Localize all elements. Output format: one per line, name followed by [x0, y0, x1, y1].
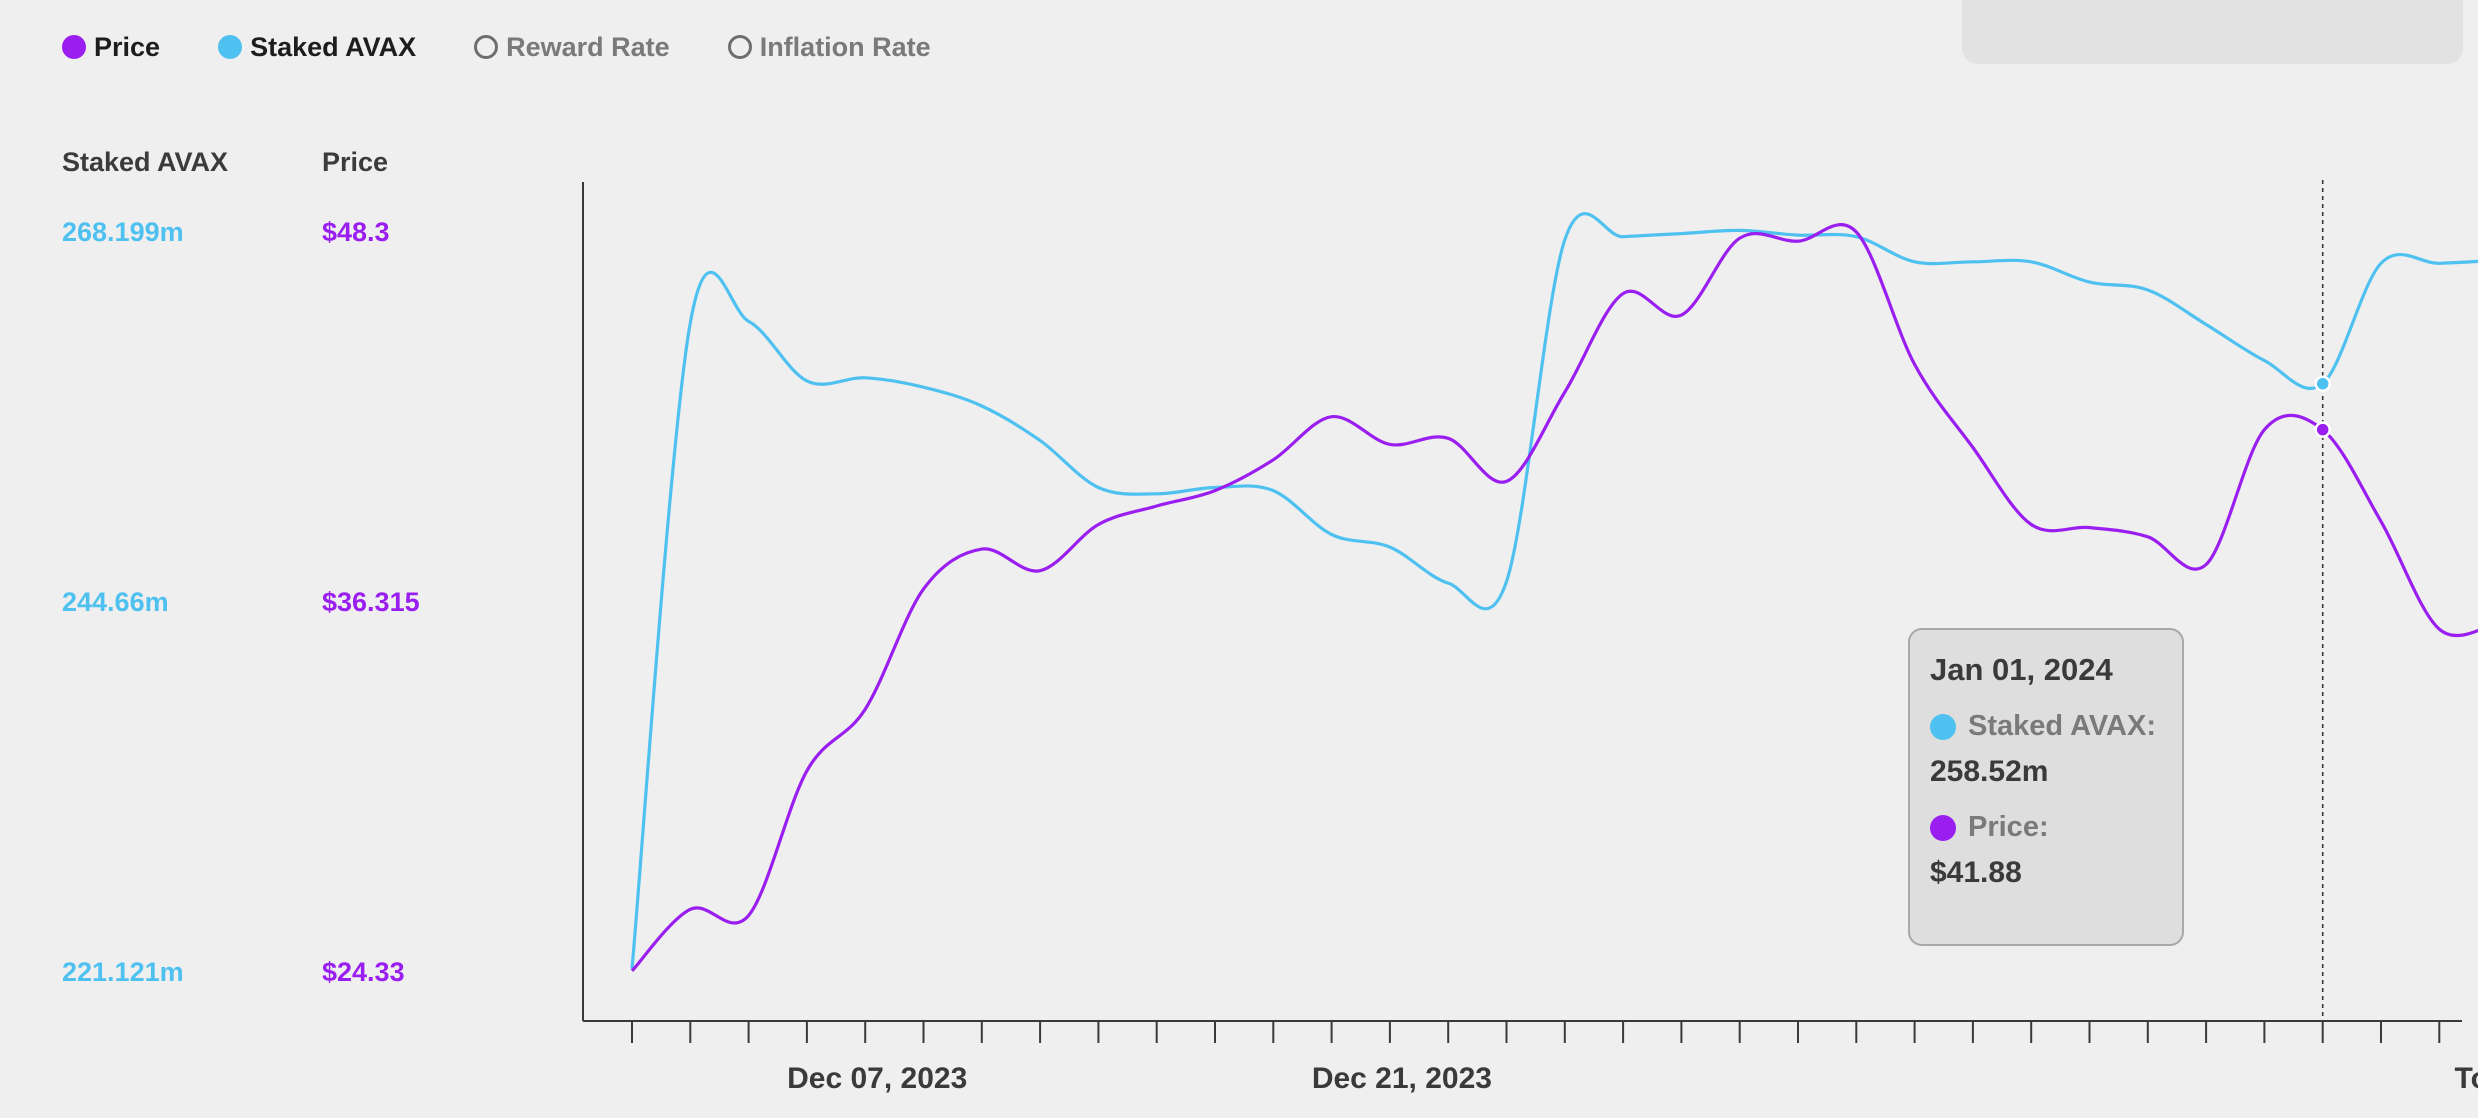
tooltip-price-value: $41.88: [1930, 856, 2022, 889]
inflation-circle-icon: [727, 35, 752, 59]
chart-legend: Price Staked AVAX Reward Rate Inflation …: [62, 28, 989, 66]
tooltip-staked-label: Staked AVAX:: [1968, 710, 2157, 742]
tooltip-price-row: Price:: [1930, 811, 2182, 844]
legend-inflation-label: Inflation Rate: [759, 31, 931, 62]
staked-tick-min: 221.121m: [62, 957, 184, 987]
tooltip-staked-row: Staked AVAX:: [1930, 710, 2182, 743]
staked-avax-hover-point: [2314, 375, 2331, 392]
price-tick-min: $24.33: [322, 957, 405, 987]
legend-inflation-rate[interactable]: Inflation Rate: [727, 31, 931, 63]
price-tick-max: $48.3: [322, 217, 390, 247]
legend-price[interactable]: Price: [62, 32, 160, 63]
price-axis-header: Price: [322, 147, 389, 177]
tooltip-price-label: Price:: [1968, 811, 2049, 843]
chart-axes: [582, 180, 2462, 1043]
legend-reward-label: Reward Rate: [506, 31, 670, 62]
legend-price-label: Price: [94, 31, 161, 62]
staked-tick-max: 268.199m: [62, 217, 184, 247]
tooltip-staked-dot-icon: [1930, 713, 1956, 740]
price-dot-icon: [62, 35, 86, 59]
tooltip-staked-value: 258.52m: [1930, 755, 2049, 788]
price-series-line: [630, 223, 2478, 973]
chart-lines: [630, 212, 2478, 973]
staked-avax-series-line: [630, 212, 2478, 969]
staked-tick-mid: 244.66m: [62, 587, 169, 617]
staked-dot-icon: [218, 35, 243, 59]
staked-axis-header: Staked AVAX: [62, 147, 229, 177]
x-tick-label: Dec 07, 2023: [787, 1062, 967, 1095]
reward-circle-icon: [474, 35, 499, 59]
legend-staked-label: Staked AVAX: [250, 31, 417, 62]
price-tick-mid: $36.315: [322, 587, 420, 617]
hover-tooltip: Jan 01, 2024 Staked AVAX: 258.52m Price:…: [1908, 628, 2184, 946]
x-axis-labels: Dec 07, 2023 Dec 21, 2023 Today: [787, 1062, 2478, 1095]
top-right-panel: [1962, 0, 2463, 64]
legend-reward-rate[interactable]: Reward Rate: [474, 32, 670, 63]
tooltip-price-dot-icon: [1930, 814, 1956, 841]
x-tick-label: Today: [2455, 1062, 2478, 1095]
x-tick-label: Dec 21, 2023: [1312, 1062, 1492, 1095]
price-hover-point: [2314, 421, 2331, 438]
tooltip-date: Jan 01, 2024: [1930, 652, 2113, 687]
legend-staked-avax[interactable]: Staked AVAX: [218, 32, 416, 63]
